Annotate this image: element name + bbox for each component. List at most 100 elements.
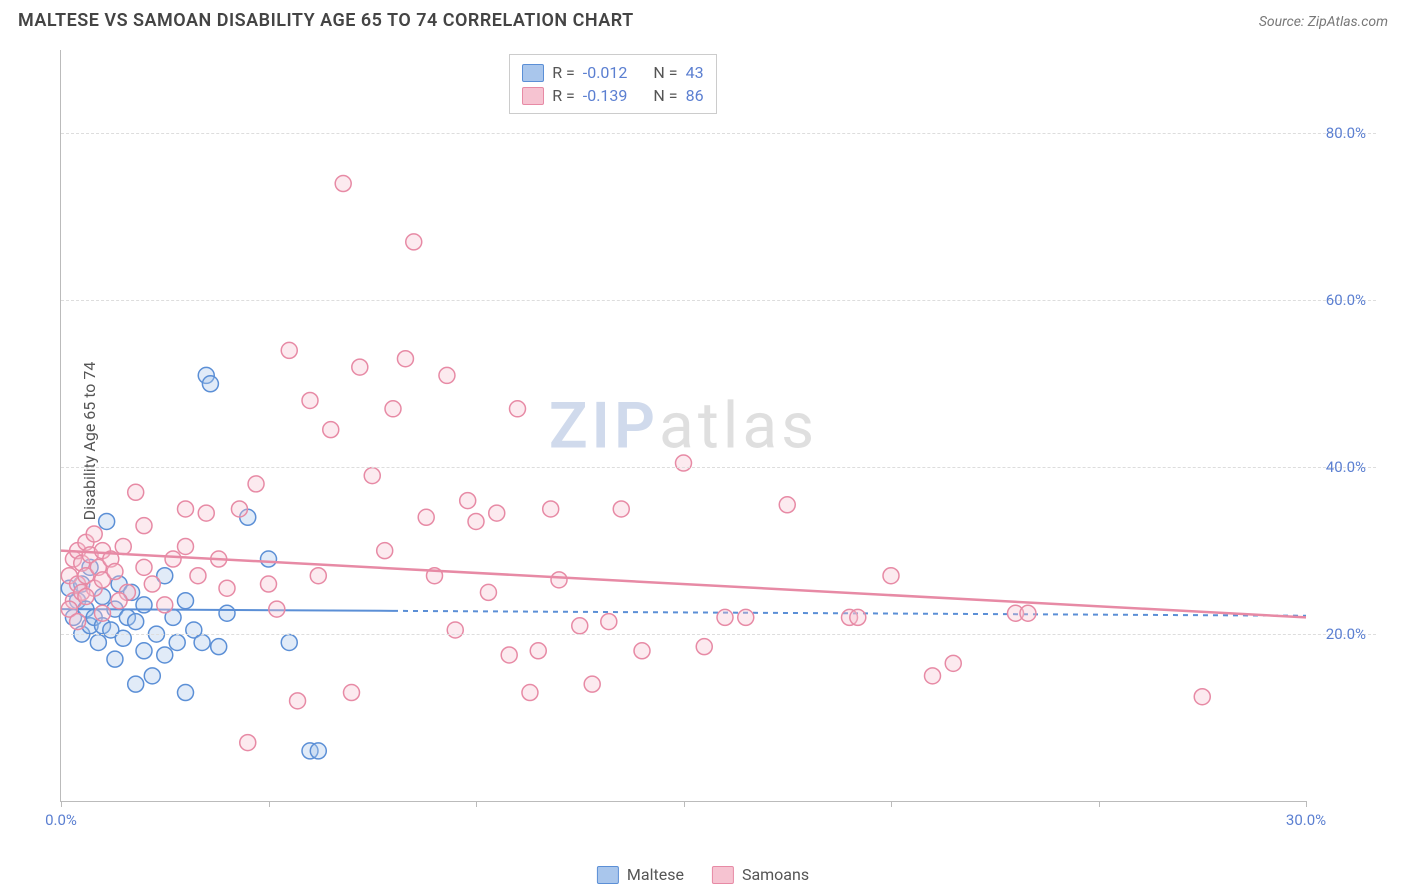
y-tick-label: 60.0% bbox=[1326, 291, 1366, 309]
data-point bbox=[613, 501, 629, 517]
data-point bbox=[418, 509, 434, 525]
data-point bbox=[1020, 605, 1036, 621]
chart-title: MALTESE VS SAMOAN DISABILITY AGE 65 TO 7… bbox=[18, 10, 634, 31]
x-tick-label: 30.0% bbox=[1286, 811, 1326, 829]
data-point bbox=[510, 401, 526, 417]
n-value: 43 bbox=[686, 63, 704, 82]
data-point bbox=[219, 605, 235, 621]
stat-row: R =-0.012N =43 bbox=[522, 61, 703, 84]
data-point bbox=[194, 634, 210, 650]
data-point bbox=[136, 643, 152, 659]
chart-header: MALTESE VS SAMOAN DISABILITY AGE 65 TO 7… bbox=[0, 0, 1406, 35]
legend-item: Maltese bbox=[597, 865, 684, 884]
data-point bbox=[107, 564, 123, 580]
data-point bbox=[99, 513, 115, 529]
data-point bbox=[850, 609, 866, 625]
data-point bbox=[584, 676, 600, 692]
r-value: -0.139 bbox=[583, 86, 628, 105]
legend-label: Samoans bbox=[742, 865, 809, 884]
data-point bbox=[335, 176, 351, 192]
data-point bbox=[779, 497, 795, 513]
data-point bbox=[501, 647, 517, 663]
stat-row: R = -0.139 N = 86 bbox=[522, 84, 703, 107]
data-point bbox=[190, 568, 206, 584]
y-tick-label: 80.0% bbox=[1326, 124, 1366, 142]
data-point bbox=[157, 597, 173, 613]
data-point bbox=[178, 685, 194, 701]
legend-item: Samoans bbox=[712, 865, 809, 884]
r-value: -0.012 bbox=[583, 63, 628, 82]
legend-swatch bbox=[597, 866, 619, 884]
data-point bbox=[219, 580, 235, 596]
data-point bbox=[211, 639, 227, 655]
data-point bbox=[310, 743, 326, 759]
data-point bbox=[738, 609, 754, 625]
x-tick bbox=[1099, 801, 1100, 807]
data-point bbox=[281, 634, 297, 650]
data-point bbox=[240, 735, 256, 751]
data-point bbox=[128, 614, 144, 630]
data-point bbox=[178, 593, 194, 609]
x-tick bbox=[684, 801, 685, 807]
series-swatch bbox=[522, 64, 544, 82]
data-point bbox=[95, 605, 111, 621]
gridline bbox=[61, 133, 1376, 134]
data-point bbox=[302, 392, 318, 408]
source-label: Source: ZipAtlas.com bbox=[1259, 14, 1388, 30]
data-point bbox=[634, 643, 650, 659]
data-point bbox=[696, 639, 712, 655]
data-point bbox=[248, 476, 264, 492]
data-point bbox=[883, 568, 899, 584]
r-label: R = bbox=[552, 86, 575, 105]
data-point bbox=[107, 651, 123, 667]
plot-container: Disability Age 65 to 74 ZIPatlas R =-0.0… bbox=[50, 50, 1376, 832]
data-point bbox=[480, 584, 496, 600]
data-point bbox=[231, 501, 247, 517]
data-point bbox=[551, 572, 567, 588]
data-point bbox=[344, 685, 360, 701]
x-tick bbox=[476, 801, 477, 807]
data-point bbox=[144, 576, 160, 592]
legend-label: Maltese bbox=[627, 865, 684, 884]
n-label: N = bbox=[653, 86, 677, 105]
data-point bbox=[717, 609, 733, 625]
scatter-svg bbox=[61, 50, 1306, 801]
data-point bbox=[178, 501, 194, 517]
data-point bbox=[397, 351, 413, 367]
data-point bbox=[377, 543, 393, 559]
data-point bbox=[178, 538, 194, 554]
data-point bbox=[522, 685, 538, 701]
data-point bbox=[86, 526, 102, 542]
data-point bbox=[1194, 689, 1210, 705]
data-point bbox=[128, 676, 144, 692]
data-point bbox=[128, 484, 144, 500]
data-point bbox=[169, 634, 185, 650]
data-point bbox=[136, 518, 152, 534]
data-point bbox=[144, 668, 160, 684]
data-point bbox=[945, 655, 961, 671]
data-point bbox=[202, 376, 218, 392]
data-point bbox=[447, 622, 463, 638]
n-value: 86 bbox=[686, 86, 704, 105]
data-point bbox=[323, 422, 339, 438]
data-point bbox=[198, 505, 214, 521]
data-point bbox=[601, 614, 617, 630]
data-point bbox=[261, 551, 277, 567]
data-point bbox=[310, 568, 326, 584]
data-point bbox=[136, 559, 152, 575]
data-point bbox=[115, 538, 131, 554]
data-point bbox=[572, 618, 588, 634]
data-point bbox=[460, 493, 476, 509]
r-label: R = bbox=[552, 63, 575, 82]
data-point bbox=[70, 614, 86, 630]
data-point bbox=[290, 693, 306, 709]
data-point bbox=[406, 234, 422, 250]
legend: Maltese Samoans bbox=[597, 865, 809, 884]
data-point bbox=[364, 468, 380, 484]
x-tick bbox=[61, 801, 62, 807]
stats-box: R = -0.012 N = 43 R = -0.139 N = 86 bbox=[509, 54, 716, 114]
regression-line bbox=[61, 551, 1306, 618]
x-tick bbox=[891, 801, 892, 807]
x-tick bbox=[269, 801, 270, 807]
x-tick-label: 0.0% bbox=[45, 811, 77, 829]
